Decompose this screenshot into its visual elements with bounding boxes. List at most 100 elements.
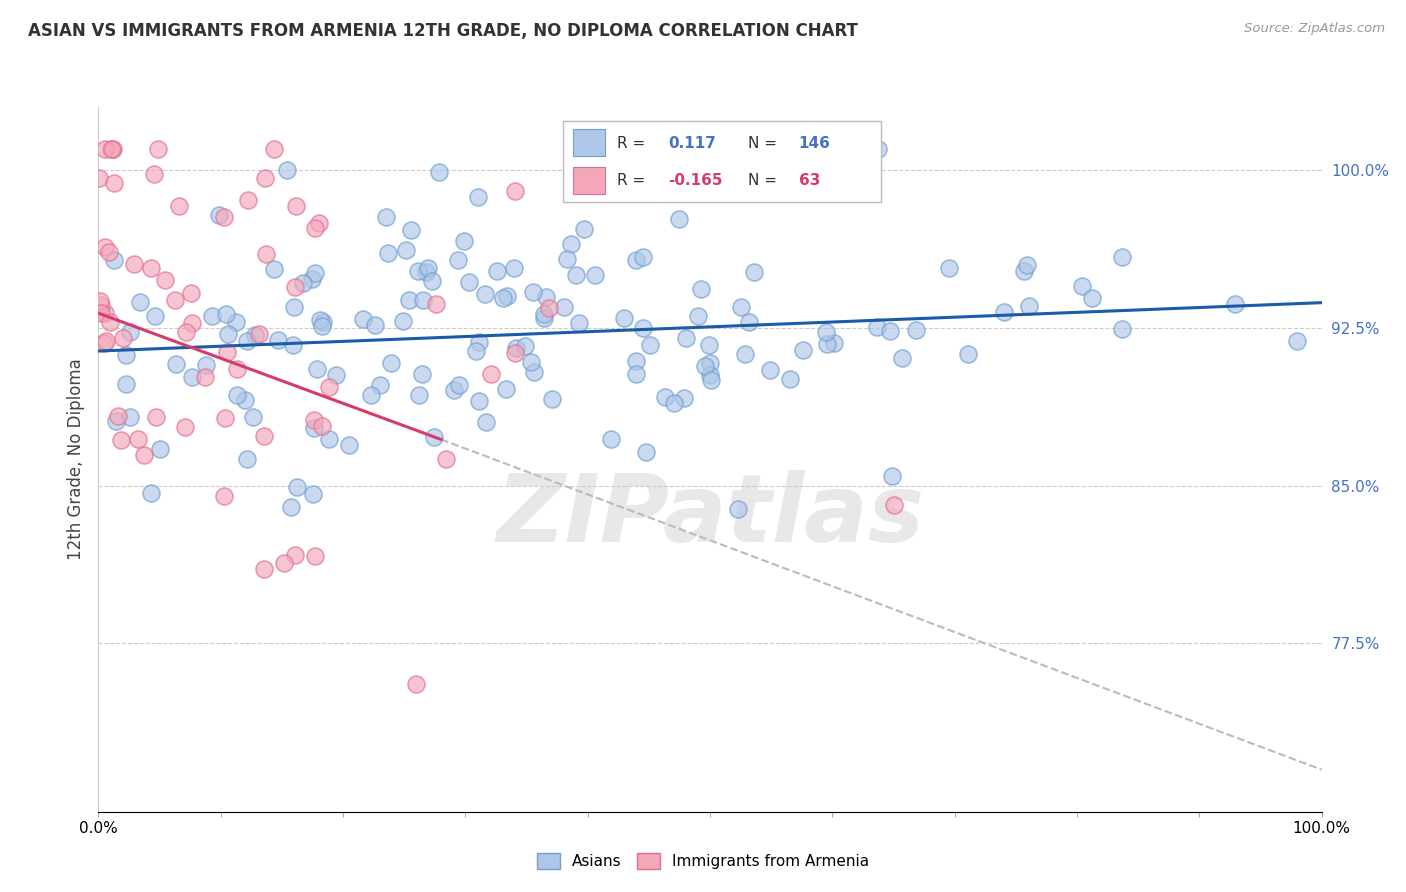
- Point: [1015, 258, 1038, 272]
- Point: [636, 444, 658, 458]
- Point: [94, 306, 117, 320]
- Point: [98, 315, 121, 329]
- Point: [98, 245, 121, 260]
- Point: [624, 367, 647, 381]
- Point: [668, 212, 690, 227]
- Point: [468, 393, 491, 408]
- Point: [380, 356, 402, 370]
- Point: [485, 263, 508, 277]
- Point: [214, 411, 236, 425]
- Point: [143, 310, 166, 324]
- Point: [273, 556, 295, 570]
- Point: [533, 307, 555, 321]
- Point: [308, 216, 330, 230]
- Point: [101, 142, 124, 156]
- Point: [114, 348, 136, 362]
- Point: [699, 368, 721, 382]
- Point: [146, 142, 169, 156]
- Point: [814, 325, 837, 339]
- Point: [1081, 291, 1104, 305]
- Point: [309, 312, 332, 326]
- Point: [374, 211, 396, 225]
- Point: [301, 272, 323, 286]
- Point: [302, 413, 325, 427]
- Point: [399, 223, 422, 237]
- Point: [247, 326, 270, 341]
- Point: [94, 142, 117, 156]
- Point: [880, 469, 903, 483]
- Point: [823, 336, 845, 351]
- Point: [337, 438, 360, 452]
- Point: [312, 315, 335, 329]
- Point: [447, 253, 470, 268]
- Point: [422, 430, 444, 444]
- Point: [408, 388, 430, 402]
- Point: [215, 307, 238, 321]
- Point: [145, 409, 167, 424]
- Point: [631, 250, 654, 264]
- Point: [364, 318, 387, 333]
- Text: ZIPatlas: ZIPatlas: [496, 470, 924, 562]
- Point: [883, 498, 905, 512]
- Point: [957, 347, 980, 361]
- Point: [90, 306, 112, 320]
- Point: [201, 309, 224, 323]
- Point: [1111, 322, 1133, 336]
- Point: [734, 347, 756, 361]
- Point: [564, 268, 586, 282]
- Point: [553, 300, 575, 314]
- Point: [464, 344, 486, 359]
- Point: [360, 388, 382, 402]
- Point: [537, 301, 560, 316]
- Point: [103, 252, 125, 267]
- Point: [534, 290, 557, 304]
- Point: [281, 338, 304, 352]
- Point: [938, 261, 960, 276]
- Point: [720, 142, 742, 156]
- Point: [1070, 278, 1092, 293]
- Point: [742, 265, 765, 279]
- Point: [212, 210, 235, 224]
- Point: [890, 351, 912, 366]
- Point: [411, 368, 433, 382]
- Point: [101, 142, 124, 156]
- Point: [283, 300, 305, 314]
- Point: [700, 373, 723, 387]
- Point: [318, 380, 340, 394]
- Point: [311, 319, 333, 334]
- Point: [103, 176, 125, 190]
- Point: [519, 354, 541, 368]
- Point: [515, 339, 537, 353]
- Point: [253, 170, 276, 185]
- Point: [139, 485, 162, 500]
- Point: [167, 199, 190, 213]
- Point: [284, 280, 307, 294]
- Point: [495, 382, 517, 396]
- Point: [311, 419, 333, 434]
- Point: [110, 433, 132, 447]
- Point: [233, 392, 256, 407]
- Point: [163, 293, 186, 308]
- Point: [560, 236, 582, 251]
- Point: [122, 257, 145, 271]
- Point: [599, 432, 621, 446]
- Point: [142, 167, 165, 181]
- Point: [458, 275, 481, 289]
- Point: [194, 370, 217, 384]
- Point: [523, 365, 546, 379]
- Point: [474, 415, 496, 429]
- Point: [690, 282, 713, 296]
- Point: [624, 252, 647, 267]
- Point: [254, 246, 277, 260]
- Point: [93, 336, 115, 351]
- Point: [153, 273, 176, 287]
- Point: [631, 320, 654, 334]
- Point: [253, 428, 276, 442]
- Point: [664, 396, 686, 410]
- Point: [412, 293, 434, 308]
- Point: [139, 260, 162, 275]
- Point: [128, 294, 150, 309]
- Point: [118, 410, 141, 425]
- Point: [149, 442, 172, 456]
- Point: [208, 208, 231, 222]
